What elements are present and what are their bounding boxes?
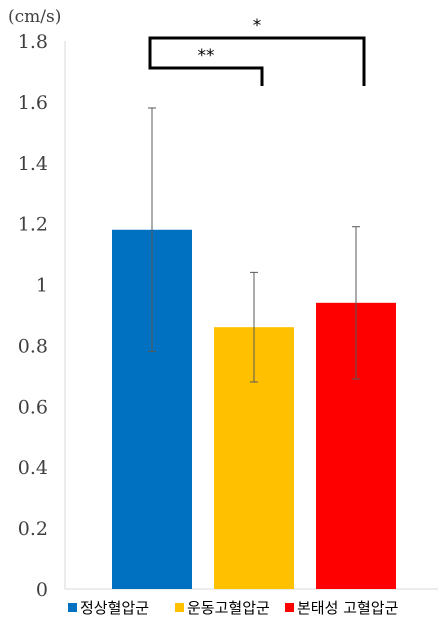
y-tick-label: 1: [36, 275, 48, 297]
error-bar: [352, 226, 360, 380]
legend-label: 본태성 고혈압군: [297, 599, 399, 617]
error-bar: [250, 271, 258, 383]
error-bar: [148, 107, 156, 353]
y-tick-label: 0: [36, 579, 48, 601]
significance-bracket: **: [148, 46, 264, 86]
legend-swatch: [285, 603, 294, 612]
legend-swatch: [175, 603, 184, 612]
significance-label: *: [253, 16, 262, 36]
y-tick-label: 1.2: [18, 214, 48, 236]
significance-brackets: ***: [148, 16, 366, 86]
legend-label: 정상혈압군: [80, 599, 149, 617]
y-axis-tick-labels: 0 0.2 0.4 0.6 0.8 1 1.2 1.4 1.6 1.8: [18, 31, 48, 601]
y-tick-label: 0.4: [18, 457, 48, 479]
legend-item: 본태성 고혈압군: [285, 599, 399, 617]
significance-label: **: [198, 46, 215, 66]
y-axis-unit-label: (cm/s): [8, 7, 61, 27]
y-tick-label: 0.2: [18, 518, 48, 540]
significance-bracket: *: [148, 16, 366, 86]
legend-swatch: [68, 603, 77, 612]
y-tick-label: 1.4: [18, 153, 48, 175]
legend-item: 정상혈압군: [68, 599, 149, 617]
legend: 정상혈압군 운동고혈압군 본태성 고혈압군: [68, 599, 399, 617]
legend-label: 운동고혈압군: [187, 599, 270, 617]
error-bars-group: [148, 107, 360, 383]
legend-item: 운동고혈압군: [175, 599, 270, 617]
y-tick-label: 0.6: [18, 396, 48, 418]
y-tick-label: 1.6: [18, 92, 48, 114]
y-tick-label: 1.8: [18, 31, 48, 53]
y-tick-label: 0.8: [18, 335, 48, 357]
